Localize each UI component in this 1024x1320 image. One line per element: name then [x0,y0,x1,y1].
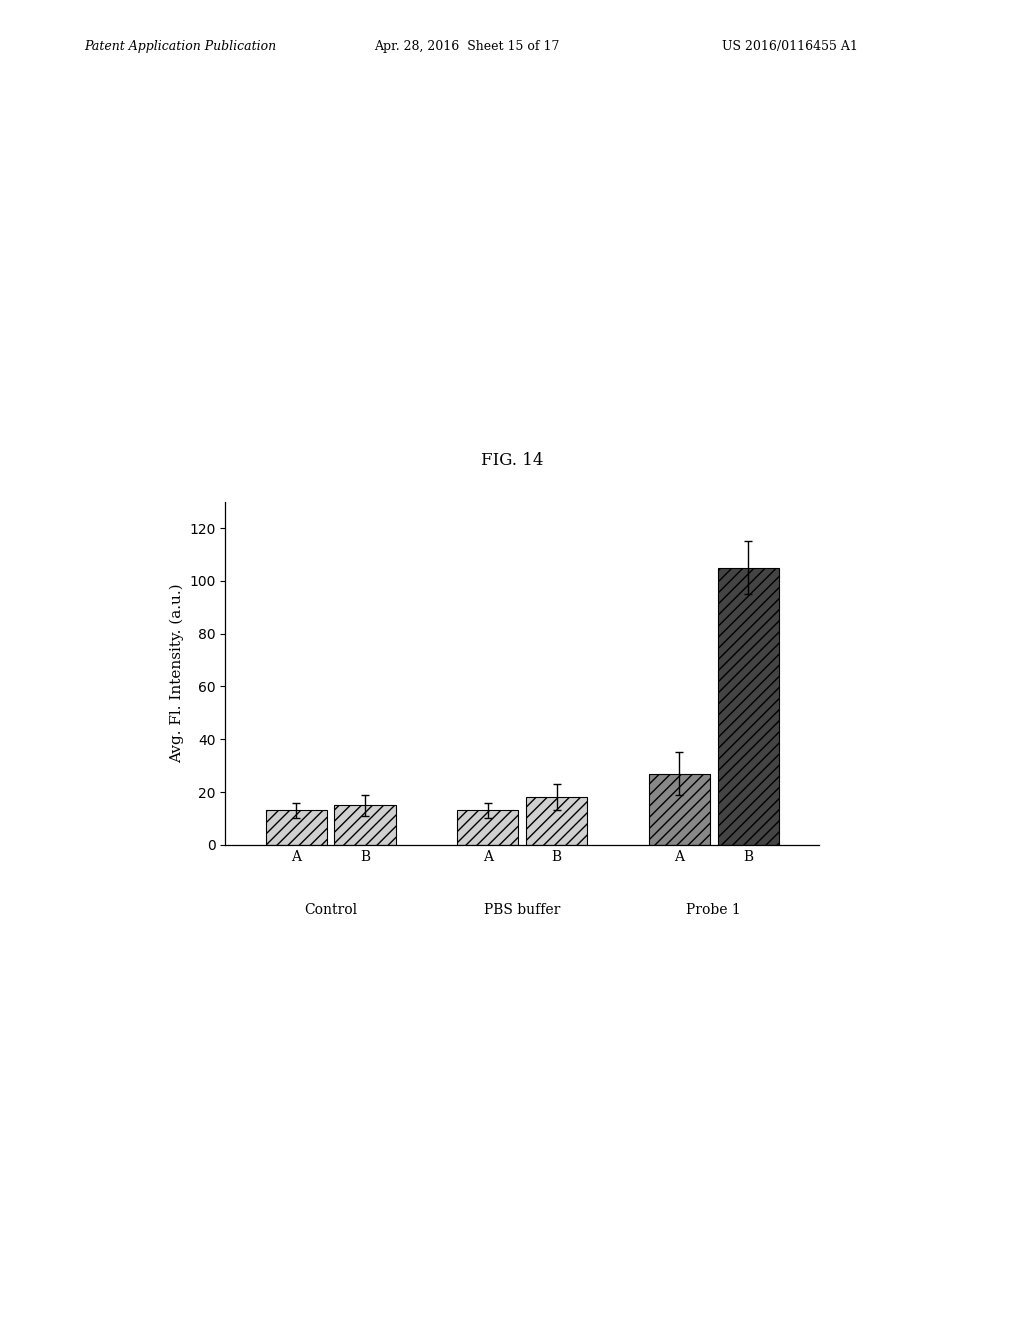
Bar [526,797,588,845]
Text: US 2016/0116455 A1: US 2016/0116455 A1 [722,40,858,53]
Text: FIG. 14: FIG. 14 [480,451,544,469]
Text: Control: Control [304,903,357,917]
Bar [265,810,327,845]
Bar [335,805,396,845]
Bar [457,810,518,845]
Bar [648,774,710,845]
Text: Probe 1: Probe 1 [686,903,741,917]
Bar [718,568,779,845]
Y-axis label: Avg. Fl. Intensity. (a.u.): Avg. Fl. Intensity. (a.u.) [169,583,183,763]
Text: PBS buffer: PBS buffer [484,903,560,917]
Text: Apr. 28, 2016  Sheet 15 of 17: Apr. 28, 2016 Sheet 15 of 17 [374,40,559,53]
Text: Patent Application Publication: Patent Application Publication [84,40,276,53]
